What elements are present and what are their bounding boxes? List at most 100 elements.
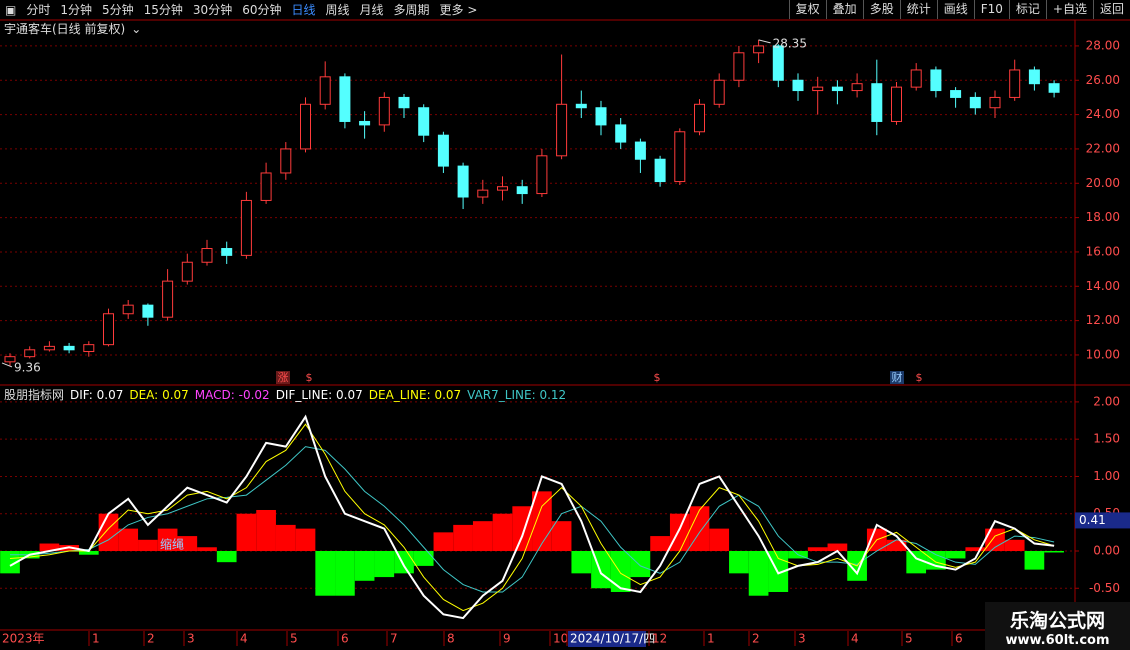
y-tick-label: 28.00 — [1086, 38, 1120, 52]
candle-body — [359, 120, 371, 126]
time-label: 3 — [187, 632, 195, 646]
watermark-name: 乐淘公式网 — [1009, 610, 1105, 632]
candle-body — [812, 86, 824, 92]
histogram-bar — [78, 550, 99, 555]
time-label: 1 — [707, 632, 715, 646]
time-label: 5 — [905, 632, 913, 646]
histogram-bar — [157, 528, 178, 551]
annotation: 缩绳 — [160, 537, 184, 552]
readout-name: VAR7_LINE: — [467, 387, 536, 402]
y-tick-label: 10.00 — [1086, 347, 1120, 361]
histogram-bar — [118, 528, 139, 551]
candle-body — [595, 107, 607, 126]
time-label: 12 — [652, 632, 667, 646]
readout-name: DIF_LINE: — [275, 387, 333, 402]
histogram-bar — [650, 536, 670, 551]
readout: DIF_LINE: 0.07 — [276, 388, 363, 402]
period-tab[interactable]: 更多 > — [439, 3, 478, 17]
event-marker: 财 — [892, 370, 903, 384]
y-tick-label: 0.00 — [1093, 543, 1120, 557]
tool-button[interactable]: 统计 — [899, 0, 937, 19]
period-tab[interactable]: 5分钟 — [102, 3, 134, 17]
max-label: 28.35 — [773, 36, 807, 50]
time-label: 8 — [447, 632, 455, 646]
period-tab[interactable]: 15分钟 — [143, 3, 183, 17]
candle-body — [831, 86, 843, 92]
candle-body — [1009, 69, 1021, 98]
candle-body — [24, 349, 36, 358]
period-tab[interactable]: 日线 — [291, 3, 316, 17]
candle-body — [575, 103, 587, 109]
y-tick-label: 1.50 — [1093, 432, 1120, 446]
tool-button[interactable]: 多股 — [862, 0, 900, 19]
candle-body — [772, 45, 784, 81]
candle-body — [950, 90, 962, 98]
time-label: 4 — [851, 632, 859, 646]
histogram-bar — [709, 528, 730, 551]
histogram-bar — [551, 521, 572, 551]
time-label: 2 — [752, 632, 760, 646]
readout-value: 0.07 — [336, 387, 363, 402]
candle-body — [733, 52, 745, 81]
readout-value: 0.07 — [434, 387, 462, 402]
candle-body — [516, 186, 528, 195]
candle-body — [43, 345, 55, 351]
histogram-bar — [236, 513, 257, 551]
y-tick-label: -0.50 — [1089, 581, 1120, 595]
period-bar: ▣ 分时 1分钟 5分钟 15分钟 30分钟 60分钟 日线 周线 月线 多周期 更多 > — [0, 0, 1130, 19]
tool-button[interactable]: 返回 — [1092, 0, 1130, 19]
histogram-bar — [177, 536, 198, 551]
readout-value: 0.12 — [539, 387, 567, 402]
histogram-bar — [827, 543, 848, 551]
y-tick-label: 18.00 — [1086, 210, 1120, 224]
period-tab[interactable]: 多周期 — [393, 3, 430, 17]
max-pointer — [758, 39, 771, 44]
time-label: 5 — [290, 632, 298, 646]
period-tab[interactable]: 30分钟 — [192, 3, 233, 17]
tool-button[interactable]: 画线 — [936, 0, 974, 19]
tool-button[interactable]: 叠加 — [825, 0, 863, 19]
indicator-line — [9, 423, 1055, 612]
min-pointer — [1, 362, 13, 368]
time-label: 4 — [240, 632, 248, 646]
time-label: 6 — [341, 632, 349, 646]
period-tab[interactable]: 周线 — [325, 3, 350, 17]
period-tab[interactable]: 60分钟 — [242, 3, 282, 17]
y-tick-label: 12.00 — [1086, 313, 1120, 327]
candle-body — [634, 141, 646, 160]
period-tab[interactable]: 月线 — [359, 3, 384, 17]
histogram-bar — [1024, 550, 1045, 570]
icon[interactable]: ⌄ — [131, 21, 142, 36]
period-tab[interactable]: 1分钟 — [60, 3, 92, 17]
histogram-bar — [0, 550, 20, 574]
tool-button[interactable]: 复权 — [788, 0, 826, 19]
histogram-bar — [275, 524, 296, 551]
watermark: 乐淘公式网 www.60lt.com — [985, 602, 1130, 650]
tool-button[interactable]: F10 — [973, 0, 1009, 19]
candle-body — [477, 189, 489, 198]
event-box — [890, 371, 904, 384]
readout: VAR7_LINE: 0.12 — [467, 388, 566, 402]
candle-body — [910, 69, 922, 88]
period-tab[interactable]: 分时 — [26, 3, 51, 17]
icon[interactable]: ▣ — [5, 2, 17, 17]
time-label: 1 — [92, 632, 100, 646]
histogram-bar — [945, 550, 966, 559]
candle-body — [260, 172, 272, 201]
readout-value: 0.07 — [96, 387, 124, 402]
candle-body — [891, 86, 902, 122]
histogram-bar — [138, 539, 158, 551]
candle-body — [339, 76, 351, 122]
histogram-bar — [453, 524, 473, 551]
candle-body — [792, 79, 804, 92]
tool-bar: 复权 叠加 多股 统计 画线 F10 标记 +自选 返回 — [788, 0, 1130, 19]
histogram-bar — [965, 547, 986, 551]
histogram-bar — [886, 539, 907, 551]
tool-button[interactable]: 标记 — [1008, 0, 1046, 19]
candle-body — [181, 261, 193, 282]
candle-body — [989, 96, 1001, 109]
tool-button[interactable]: +自选 — [1045, 0, 1093, 19]
histogram-bar — [295, 528, 316, 551]
candle-body — [536, 155, 548, 195]
